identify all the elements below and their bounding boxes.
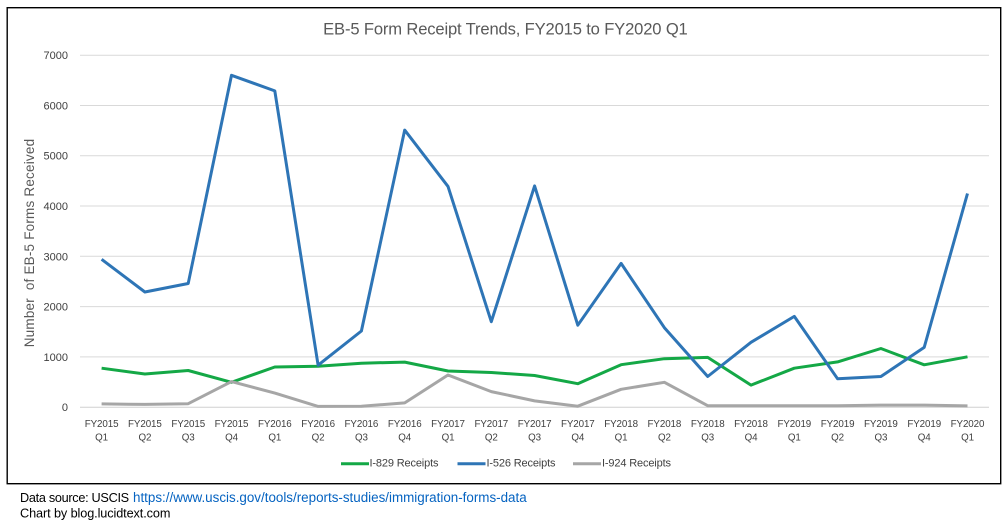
svg-text:Q2: Q2 — [831, 433, 844, 444]
svg-text:4000: 4000 — [44, 201, 68, 213]
svg-text:Q4: Q4 — [225, 433, 239, 444]
svg-text:Q3: Q3 — [355, 433, 369, 444]
svg-text:Q2: Q2 — [658, 433, 671, 444]
svg-text:Q3: Q3 — [874, 433, 888, 444]
svg-text:Q1: Q1 — [788, 433, 801, 444]
svg-text:Q2: Q2 — [485, 433, 498, 444]
svg-text:0: 0 — [62, 402, 68, 414]
svg-text:FY2016: FY2016 — [388, 419, 422, 430]
svg-text:FY2019: FY2019 — [777, 419, 811, 430]
svg-text:I-924 Receipts: I-924 Receipts — [602, 458, 671, 470]
svg-text:FY2015: FY2015 — [171, 419, 205, 430]
svg-text:Q2: Q2 — [138, 433, 151, 444]
svg-text:FY2015: FY2015 — [128, 419, 162, 430]
svg-text:Q4: Q4 — [571, 433, 585, 444]
svg-text:FY2018: FY2018 — [734, 419, 768, 430]
svg-text:Q1: Q1 — [961, 433, 974, 444]
svg-text:Q1: Q1 — [95, 433, 108, 444]
svg-text:7000: 7000 — [44, 50, 68, 62]
svg-text:FY2019: FY2019 — [864, 419, 898, 430]
svg-text:Q3: Q3 — [701, 433, 715, 444]
svg-text:Number of EB-5 Forms Received: Number of EB-5 Forms Received — [22, 139, 37, 348]
svg-text:I-526 Receipts: I-526 Receipts — [487, 458, 556, 470]
svg-text:FY2017: FY2017 — [561, 419, 595, 430]
svg-text:Q2: Q2 — [312, 433, 325, 444]
svg-text:FY2017: FY2017 — [518, 419, 552, 430]
svg-text:Chart by blog.lucidtext.com: Chart by blog.lucidtext.com — [20, 507, 170, 521]
svg-text:3000: 3000 — [44, 251, 68, 263]
svg-text:FY2016: FY2016 — [258, 419, 292, 430]
svg-text:Q4: Q4 — [745, 433, 759, 444]
svg-text:1000: 1000 — [44, 352, 68, 364]
svg-text:6000: 6000 — [44, 101, 68, 113]
svg-text:FY2017: FY2017 — [431, 419, 465, 430]
svg-text:Q4: Q4 — [918, 433, 932, 444]
svg-text:I-829 Receipts: I-829 Receipts — [370, 458, 439, 470]
svg-text:FY2018: FY2018 — [691, 419, 725, 430]
svg-text:EB-5 Form Receipt Trends, FY20: EB-5 Form Receipt Trends, FY2015 to FY20… — [323, 20, 688, 39]
svg-text:Q3: Q3 — [182, 433, 196, 444]
svg-text:https://www.uscis.gov/tools/re: https://www.uscis.gov/tools/reports-stud… — [133, 490, 527, 505]
svg-text:Q1: Q1 — [615, 433, 628, 444]
svg-text:FY2020: FY2020 — [951, 419, 985, 430]
svg-text:Data source: USCIS: Data source: USCIS — [20, 491, 129, 505]
svg-text:Q1: Q1 — [442, 433, 455, 444]
svg-text:Q3: Q3 — [528, 433, 542, 444]
svg-text:FY2018: FY2018 — [648, 419, 682, 430]
svg-text:FY2019: FY2019 — [907, 419, 941, 430]
svg-text:FY2015: FY2015 — [85, 419, 119, 430]
svg-text:FY2017: FY2017 — [474, 419, 508, 430]
svg-text:Q1: Q1 — [268, 433, 281, 444]
svg-text:FY2016: FY2016 — [301, 419, 335, 430]
svg-text:Q4: Q4 — [398, 433, 412, 444]
svg-text:FY2015: FY2015 — [215, 419, 249, 430]
svg-text:5000: 5000 — [44, 151, 68, 163]
svg-text:2000: 2000 — [44, 302, 68, 314]
svg-text:FY2018: FY2018 — [604, 419, 638, 430]
svg-text:FY2016: FY2016 — [345, 419, 379, 430]
svg-text:FY2019: FY2019 — [821, 419, 855, 430]
